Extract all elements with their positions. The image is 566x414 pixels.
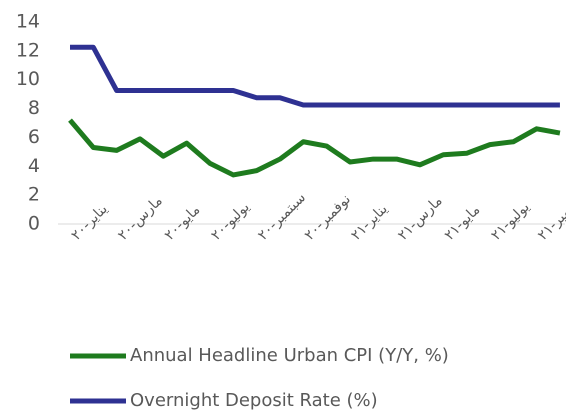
x-tick-label: مارس-٢٠ <box>115 193 166 244</box>
x-tick-label: يناير-٢٠ <box>68 201 111 244</box>
x-tick-label: سبتمبر-٢١ <box>535 190 566 244</box>
legend-label: Annual Headline Urban CPI (Y/Y, %) <box>130 345 449 366</box>
x-tick-label: يوليو-٢١ <box>488 199 533 244</box>
y-tick-label: 12 <box>16 39 40 61</box>
series-line <box>70 44 560 108</box>
y-tick-label: 10 <box>16 68 40 90</box>
y-tick-label: 14 <box>16 11 40 33</box>
x-tick-label: سبتمبر-٢٠ <box>255 190 309 244</box>
series-line <box>68 118 561 178</box>
y-tick-label: 6 <box>28 126 40 148</box>
x-tick-label: يناير-٢١ <box>348 201 391 244</box>
y-tick-label: 2 <box>28 184 40 206</box>
x-tick-label: مايو-٢٠ <box>162 202 204 244</box>
legend-label: Overnight Deposit Rate (%) <box>130 390 378 411</box>
x-tick-label: يوليو-٢٠ <box>208 199 253 244</box>
x-tick-label: مارس-٢١ <box>395 193 446 244</box>
y-tick-label: 8 <box>28 97 40 119</box>
y-tick-label: 0 <box>28 213 40 235</box>
x-tick-label: نوفمبر-٢٠ <box>302 191 354 243</box>
x-tick-label: مايو-٢١ <box>442 202 484 244</box>
y-tick-label: 4 <box>28 155 40 177</box>
